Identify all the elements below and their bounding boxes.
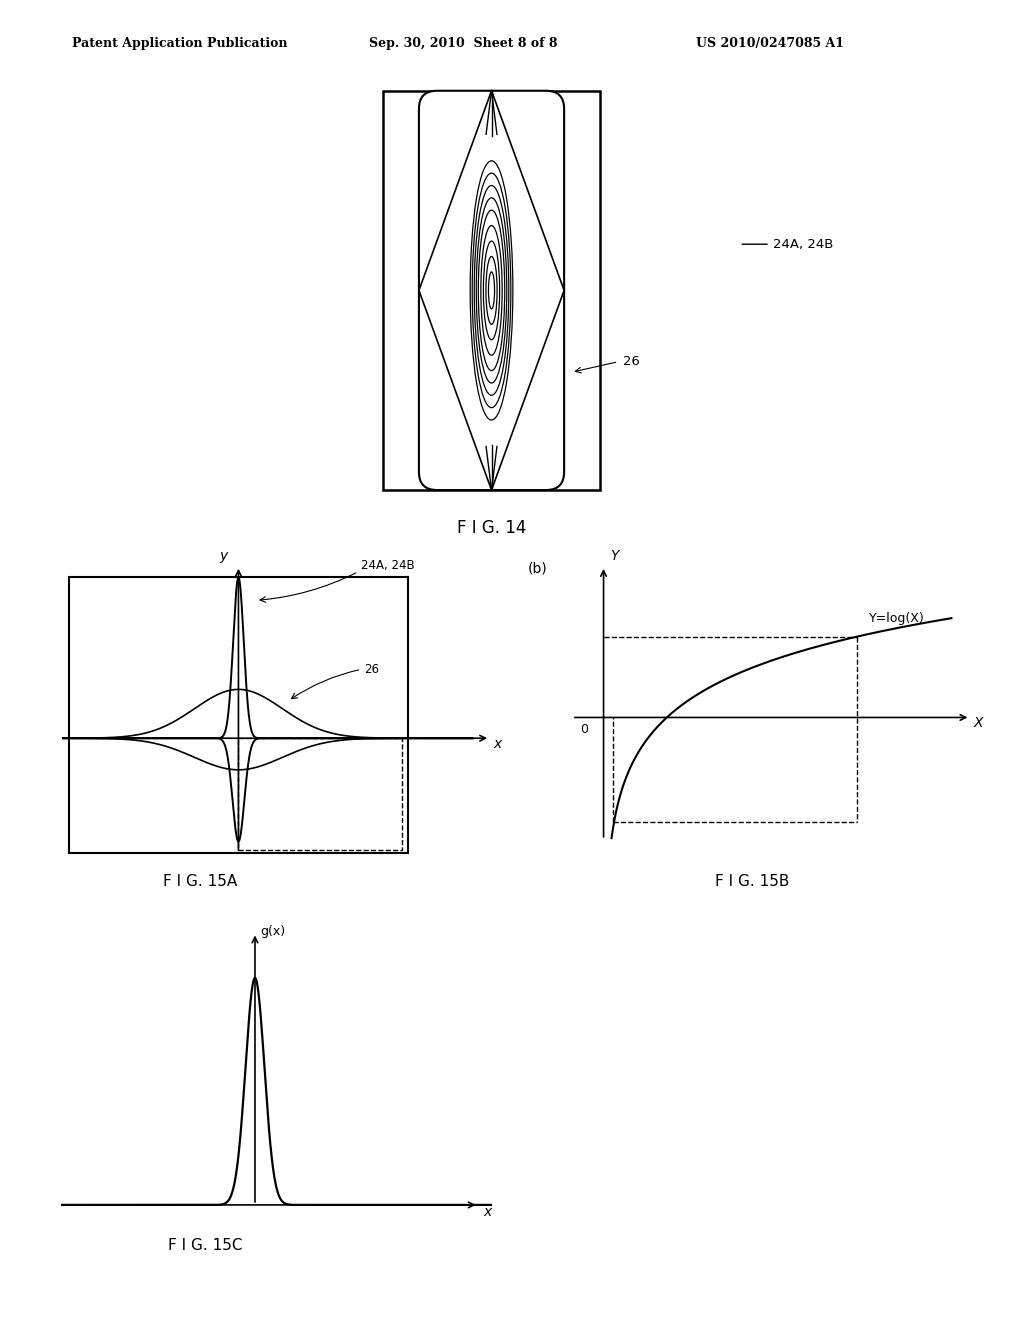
Bar: [239, 738, 402, 850]
Text: 24A, 24B: 24A, 24B: [361, 560, 415, 573]
Text: (b): (b): [527, 561, 547, 576]
Text: g(x): g(x): [260, 925, 286, 939]
FancyBboxPatch shape: [419, 91, 564, 490]
Text: US 2010/0247085 A1: US 2010/0247085 A1: [696, 37, 845, 50]
Text: Sep. 30, 2010  Sheet 8 of 8: Sep. 30, 2010 Sheet 8 of 8: [369, 37, 557, 50]
Text: Patent Application Publication: Patent Application Publication: [72, 37, 287, 50]
Text: 24A, 24B: 24A, 24B: [773, 238, 834, 251]
Bar: [69, 577, 409, 853]
Text: 26: 26: [365, 663, 379, 676]
Text: x: x: [493, 737, 501, 751]
Text: F I G. 15A: F I G. 15A: [163, 874, 237, 888]
Text: F I G. 15B: F I G. 15B: [716, 874, 790, 888]
Text: 26: 26: [623, 355, 639, 368]
Bar: [383, 91, 600, 490]
Text: F I G. 15C: F I G. 15C: [168, 1238, 242, 1253]
Text: Y=log(X): Y=log(X): [869, 612, 925, 624]
Text: 0: 0: [581, 722, 589, 735]
Text: F I G. 14: F I G. 14: [457, 519, 526, 537]
Text: y: y: [220, 549, 228, 564]
Text: X: X: [974, 717, 983, 730]
Text: Y: Y: [610, 549, 618, 564]
Text: x: x: [483, 1205, 492, 1220]
